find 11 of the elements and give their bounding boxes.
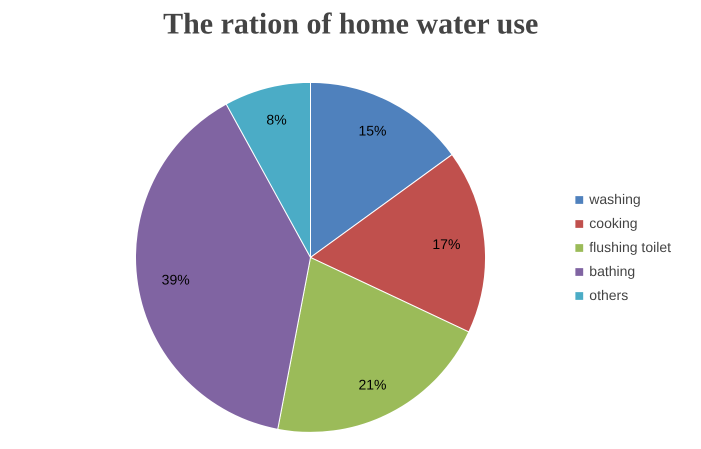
- legend-label: washing: [589, 191, 641, 207]
- legend-label: cooking: [589, 215, 638, 231]
- legend-label: others: [589, 287, 628, 303]
- data-label: 8%: [266, 111, 287, 128]
- chart-title: The ration of home water use: [163, 8, 538, 40]
- legend-label: bathing: [589, 263, 636, 279]
- data-label: 15%: [358, 122, 386, 138]
- data-label: 21%: [358, 376, 386, 392]
- data-label: 17%: [432, 236, 460, 252]
- data-label: 39%: [162, 272, 190, 288]
- legend-label: flushing toilet: [589, 239, 671, 255]
